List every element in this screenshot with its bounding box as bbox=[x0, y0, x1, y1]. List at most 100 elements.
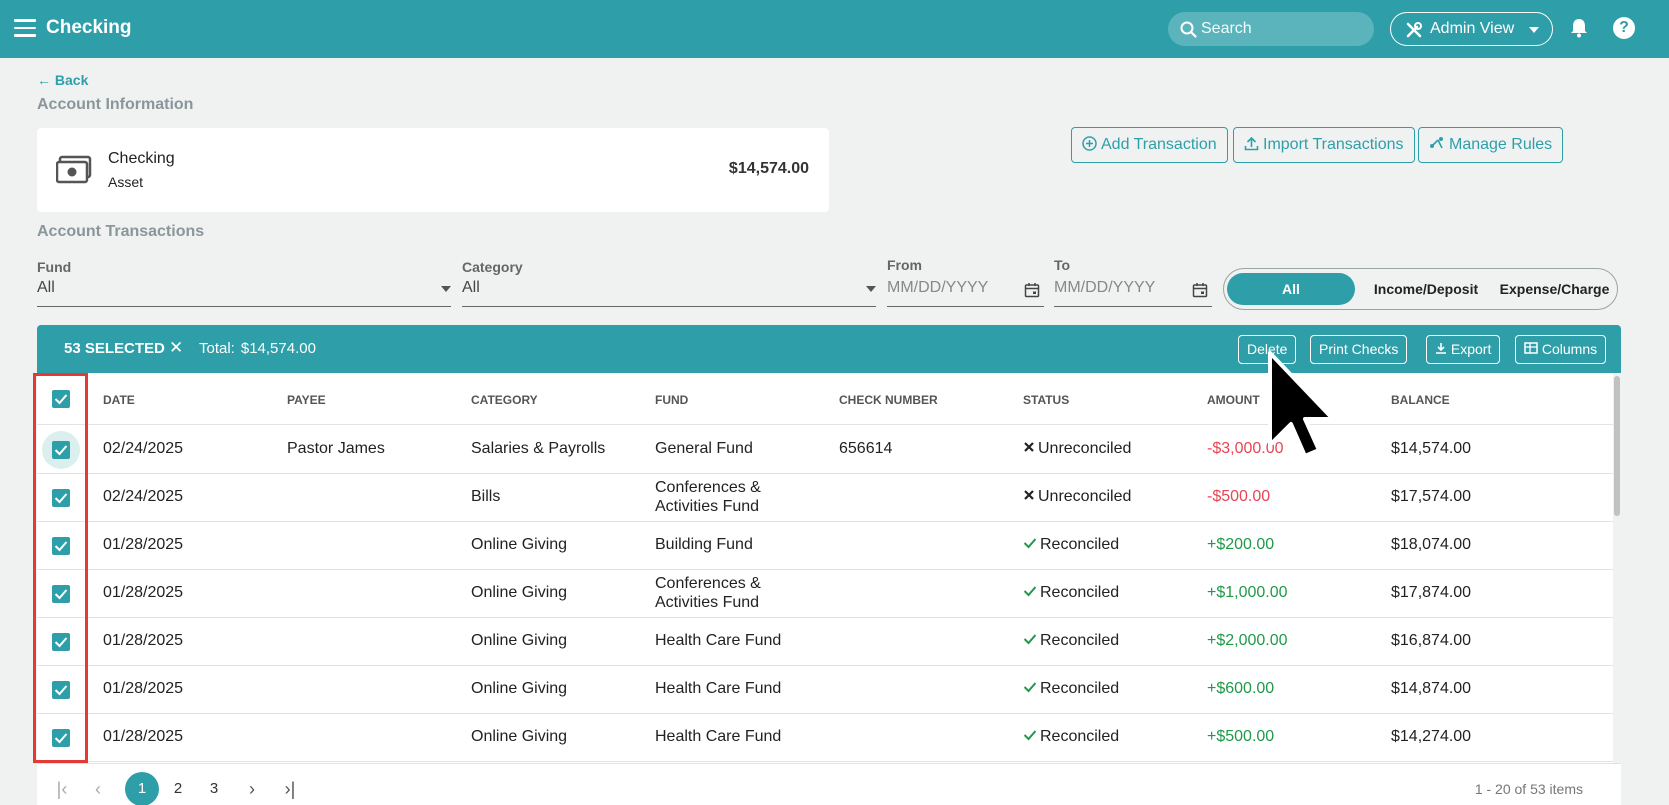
search-input[interactable]: Search bbox=[1168, 12, 1374, 46]
cell-category: Bills bbox=[471, 488, 501, 505]
add-transaction-label: Add Transaction bbox=[1101, 136, 1217, 153]
import-transactions-label: Import Transactions bbox=[1263, 136, 1404, 153]
category-chevron-down-icon[interactable] bbox=[866, 286, 876, 292]
check-icon bbox=[1023, 728, 1037, 745]
delete-button[interactable]: Delete bbox=[1238, 335, 1297, 364]
cell-amount: +$1,000.00 bbox=[1207, 584, 1288, 601]
column-header-check-number[interactable]: CHECK NUMBER bbox=[839, 393, 938, 407]
columns-button[interactable]: Columns bbox=[1515, 335, 1607, 364]
table-header: DATE PAYEE CATEGORY FUND CHECK NUMBER ST… bbox=[37, 373, 1613, 469]
page-3-button[interactable]: 3 bbox=[209, 780, 219, 797]
account-type: Asset bbox=[108, 174, 144, 190]
row-checkbox[interactable] bbox=[52, 729, 70, 747]
manage-rules-button[interactable]: Manage Rules bbox=[1418, 127, 1564, 163]
column-header-date[interactable]: DATE bbox=[103, 393, 135, 407]
page-2-button[interactable]: 2 bbox=[173, 780, 183, 797]
chevron-down-icon bbox=[1529, 27, 1539, 33]
cell-status: Reconciled bbox=[1023, 680, 1119, 698]
cell-status: Reconciled bbox=[1023, 536, 1119, 554]
from-date-underline bbox=[887, 306, 1044, 307]
select-all-checkbox[interactable] bbox=[52, 390, 70, 408]
columns-icon bbox=[1524, 341, 1538, 357]
column-header-payee[interactable]: PAYEE bbox=[287, 393, 326, 407]
status-text: Reconciled bbox=[1040, 584, 1120, 601]
help-icon[interactable]: ? bbox=[1613, 17, 1635, 39]
export-button[interactable]: Export bbox=[1426, 335, 1501, 364]
column-header-balance[interactable]: BALANCE bbox=[1391, 393, 1450, 407]
add-transaction-button[interactable]: Add Transaction bbox=[1071, 127, 1228, 163]
bell-icon[interactable] bbox=[1570, 18, 1588, 38]
account-name: Checking bbox=[108, 150, 175, 167]
search-icon bbox=[1180, 21, 1197, 38]
calendar-icon[interactable] bbox=[1192, 282, 1208, 298]
tools-icon bbox=[1406, 22, 1422, 38]
row-checkbox[interactable] bbox=[52, 441, 70, 459]
segment-expense-charge[interactable]: Expense/Charge bbox=[1499, 281, 1610, 297]
category-filter-underline bbox=[462, 306, 876, 307]
to-date-underline bbox=[1054, 306, 1212, 307]
money-icon bbox=[56, 155, 92, 184]
print-checks-button[interactable]: Print Checks bbox=[1310, 335, 1408, 364]
next-page-icon[interactable]: › bbox=[249, 779, 255, 799]
page-1-button[interactable]: 1 bbox=[125, 772, 159, 805]
last-page-icon[interactable]: ›| bbox=[284, 779, 296, 799]
column-header-status[interactable]: STATUS bbox=[1023, 393, 1070, 407]
cell-amount: +$600.00 bbox=[1207, 680, 1275, 697]
table-row[interactable]: 01/28/2025 Online Giving Building Fund Reco… bbox=[37, 522, 1613, 570]
download-icon bbox=[1435, 341, 1447, 357]
column-header-fund[interactable]: FUND bbox=[655, 393, 689, 407]
cell-fund-line2: Activities Fund bbox=[655, 498, 760, 515]
row-checkbox[interactable] bbox=[52, 633, 70, 651]
category-filter-select[interactable]: All bbox=[462, 279, 480, 296]
scrollbar-thumb[interactable] bbox=[1614, 376, 1620, 516]
column-header-amount[interactable]: AMOUNT bbox=[1207, 393, 1260, 407]
row-checkbox[interactable] bbox=[52, 489, 70, 507]
segment-income-deposit[interactable]: Income/Deposit bbox=[1373, 281, 1479, 297]
close-icon bbox=[1023, 440, 1035, 457]
table-row[interactable]: 02/24/2025 Bills Conferences & Activities F… bbox=[37, 474, 1613, 522]
back-link[interactable]: ← Back bbox=[37, 72, 89, 88]
cell-category: Online Giving bbox=[471, 728, 568, 745]
table-row[interactable]: 01/28/2025 Online Giving Health Care Fund R… bbox=[37, 666, 1613, 714]
segment-all[interactable]: All bbox=[1227, 273, 1355, 305]
table-scrollbar[interactable] bbox=[1613, 373, 1621, 763]
table-row[interactable]: 01/28/2025 Online Giving Health Care Fund R… bbox=[37, 714, 1613, 762]
table-row[interactable]: 02/24/2025 Pastor James Salaries & Payroll… bbox=[37, 426, 1613, 474]
fund-filter-select[interactable]: All bbox=[37, 279, 55, 296]
cell-date: 01/28/2025 bbox=[103, 632, 184, 649]
to-date-input[interactable]: MM/DD/YYYY bbox=[1054, 279, 1156, 296]
cell-amount: -$3,000.00 bbox=[1207, 440, 1284, 457]
clear-selection-icon[interactable]: ✕ bbox=[169, 338, 184, 357]
close-icon bbox=[1023, 488, 1035, 505]
calendar-icon[interactable] bbox=[1024, 282, 1040, 298]
cell-fund: Conferences & bbox=[655, 479, 761, 496]
cell-status: Unreconciled bbox=[1023, 488, 1131, 506]
previous-page-icon[interactable]: ‹ bbox=[95, 779, 101, 799]
hamburger-menu-icon[interactable] bbox=[14, 19, 36, 37]
admin-view-dropdown[interactable]: Admin View bbox=[1390, 12, 1553, 46]
cell-fund: Building Fund bbox=[655, 536, 753, 553]
cell-category: Online Giving bbox=[471, 536, 568, 553]
from-date-input[interactable]: MM/DD/YYYY bbox=[887, 279, 989, 296]
export-label: Export bbox=[1450, 341, 1492, 357]
fund-chevron-down-icon[interactable] bbox=[441, 286, 451, 292]
check-icon bbox=[1023, 632, 1037, 649]
status-text: Unreconciled bbox=[1038, 440, 1132, 457]
row-checkbox[interactable] bbox=[52, 585, 70, 603]
check-icon bbox=[1023, 680, 1037, 697]
total-value: $14,574.00 bbox=[240, 340, 316, 357]
cell-status: Reconciled bbox=[1023, 728, 1119, 746]
row-checkbox[interactable] bbox=[52, 537, 70, 555]
cell-fund: Health Care Fund bbox=[655, 728, 782, 745]
column-header-category[interactable]: CATEGORY bbox=[471, 393, 538, 407]
cell-category: Salaries & Payrolls bbox=[471, 440, 606, 457]
import-transactions-button[interactable]: Import Transactions bbox=[1233, 127, 1415, 163]
row-checkbox[interactable] bbox=[52, 681, 70, 699]
first-page-icon[interactable]: |‹ bbox=[56, 779, 68, 799]
cell-category: Online Giving bbox=[471, 632, 568, 649]
columns-label: Columns bbox=[1541, 341, 1598, 357]
table-row[interactable]: 01/28/2025 Online Giving Health Care Fund R… bbox=[37, 618, 1613, 666]
table-row[interactable]: 01/28/2025 Online Giving Conferences & Acti… bbox=[37, 570, 1613, 618]
cell-fund: Conferences & bbox=[655, 575, 761, 592]
cell-fund: Health Care Fund bbox=[655, 632, 782, 649]
